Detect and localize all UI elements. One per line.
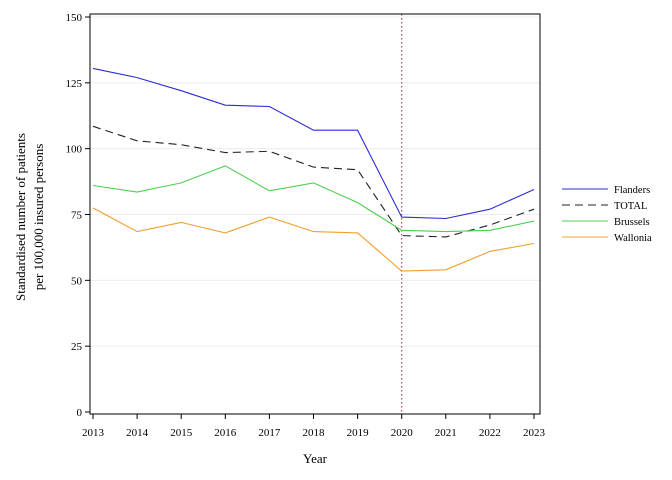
legend-label-wallonia: Wallonia bbox=[614, 233, 652, 244]
legend-label-brussels: Brussels bbox=[614, 217, 650, 228]
legend-label-total: TOTAL bbox=[614, 201, 647, 212]
x-axis-title: Year bbox=[303, 451, 328, 466]
series-line-brussels bbox=[92, 165, 535, 233]
y-tick-label: 75 bbox=[71, 210, 83, 222]
x-tick-label: 2013 bbox=[82, 427, 105, 439]
legend-label-flanders: Flanders bbox=[614, 185, 650, 196]
series-line-flanders bbox=[92, 67, 535, 220]
x-tick-label: 2014 bbox=[126, 427, 149, 439]
legend: Flanders TOTAL Brussels Wallonia bbox=[562, 185, 652, 244]
y-tick-label: 50 bbox=[71, 275, 83, 287]
x-tick-label: 2021 bbox=[435, 427, 457, 439]
y-tick-label: 0 bbox=[77, 407, 83, 419]
x-tick-label: 2019 bbox=[347, 427, 370, 439]
x-tick-label: 2017 bbox=[258, 427, 281, 439]
series-line-total bbox=[92, 125, 535, 238]
y-tick-label: 25 bbox=[71, 341, 83, 353]
x-tick-label: 2016 bbox=[214, 427, 237, 439]
y-axis: 0 25 50 75 100 125 150 bbox=[66, 12, 90, 419]
x-tick-label: 2018 bbox=[303, 427, 326, 439]
x-tick-label: 2020 bbox=[391, 427, 414, 439]
y-tick-label: 125 bbox=[66, 78, 83, 90]
series-line-wallonia bbox=[92, 207, 535, 272]
gridlines bbox=[90, 16, 540, 347]
y-axis-title-line-2: per 100,000 insured persons bbox=[31, 144, 46, 291]
x-tick-label: 2022 bbox=[479, 427, 501, 439]
y-axis-title-line-1: Standardised number of patients bbox=[13, 133, 28, 301]
x-tick-label: 2015 bbox=[170, 427, 193, 439]
series-group bbox=[92, 67, 535, 272]
y-tick-label: 150 bbox=[66, 12, 83, 24]
y-tick-label: 100 bbox=[66, 144, 83, 156]
x-tick-label: 2023 bbox=[523, 427, 546, 439]
x-axis: 2013 2014 2015 2016 2017 2018 2019 2020 2021 2022… bbox=[82, 414, 546, 439]
